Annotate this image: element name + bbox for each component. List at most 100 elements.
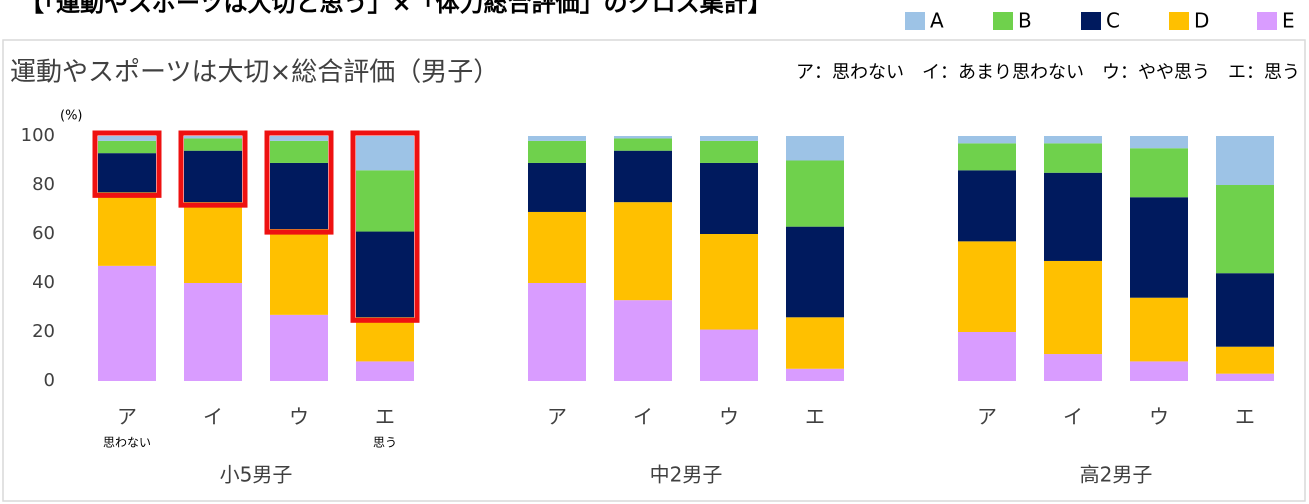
bar-segment	[700, 329, 758, 381]
highlight-box	[264, 130, 334, 235]
bar-segment	[270, 229, 328, 315]
highlight-box	[350, 130, 420, 323]
bar-segment	[270, 136, 328, 141]
x-tick-label: ア	[117, 405, 137, 429]
y-tick-label: 60	[32, 223, 55, 244]
bar-segment	[700, 140, 758, 163]
bar-segment	[1130, 297, 1188, 362]
bar-segment	[270, 314, 328, 381]
x-tick-label: ウ	[1149, 405, 1169, 429]
x-tick-label: ウ	[719, 405, 739, 429]
x-tick-note: 思わない	[103, 436, 151, 450]
bar-segment	[786, 160, 844, 227]
bar-segment	[528, 136, 586, 141]
bar-segment	[1044, 172, 1102, 261]
bar-segment	[184, 150, 242, 203]
y-tick-label: 40	[32, 272, 55, 293]
bar-segment	[700, 162, 758, 234]
y-tick-label: 20	[32, 321, 55, 342]
legend-swatch	[993, 12, 1013, 30]
bar-segment	[786, 226, 844, 318]
y-tick-label: 80	[32, 174, 55, 195]
bar-segment	[1216, 273, 1274, 347]
bar-segment	[1130, 148, 1188, 198]
bar-segment	[1216, 346, 1274, 374]
x-tick-label: エ	[375, 405, 395, 429]
legend-label: A	[930, 9, 944, 33]
y-tick-label: 0	[44, 370, 55, 391]
bar-segment	[786, 368, 844, 381]
group-label: 高2男子	[1080, 463, 1153, 487]
legend-label: B	[1018, 9, 1032, 33]
bar-segment	[1216, 185, 1274, 274]
x-tick-label: ア	[977, 405, 997, 429]
bar-segment	[98, 153, 156, 193]
bar-segment	[614, 202, 672, 301]
bar-segment	[614, 150, 672, 203]
x-tick-label: ア	[547, 405, 567, 429]
bar-segment	[614, 300, 672, 381]
bar-segment	[528, 140, 586, 163]
bar-segment	[270, 140, 328, 163]
bar-segment	[98, 136, 156, 141]
group-label: 中2男子	[650, 463, 723, 487]
bar-segment	[528, 211, 586, 283]
bar-segment	[1044, 143, 1102, 173]
x-tick-label: イ	[633, 405, 653, 429]
x-tick-label: エ	[1235, 405, 1255, 429]
bar-segment	[270, 162, 328, 230]
x-tick-label: ウ	[289, 405, 309, 429]
bar-segment	[356, 361, 414, 381]
page-header: 【「運動やスポーツは大切と思う」×「体力総合評価」のクロス集計】	[20, 0, 772, 17]
bar-segment	[356, 136, 414, 171]
bar-segment	[1216, 136, 1274, 185]
bar-segment	[184, 283, 242, 381]
bar-segment	[1130, 197, 1188, 298]
bar-segment	[98, 140, 156, 154]
x-tick-label: イ	[203, 405, 223, 429]
x-tick-note: 思う	[373, 436, 397, 450]
highlight-box	[92, 130, 162, 198]
bar-segment	[528, 283, 586, 381]
bar-segment	[786, 136, 844, 161]
legend-label: C	[1106, 9, 1120, 33]
bar-segment	[356, 317, 414, 362]
bar-segment	[528, 162, 586, 212]
bar-segment	[184, 138, 242, 151]
bar-segment	[184, 202, 242, 283]
bar-segment	[786, 317, 844, 369]
bar-segment	[958, 332, 1016, 381]
legend-swatch	[1081, 12, 1101, 30]
group-label: 小5男子	[220, 463, 293, 487]
legend-label: E	[1282, 9, 1295, 33]
bar-segment	[614, 136, 672, 139]
bar-segment	[356, 231, 414, 318]
legend-swatch	[1257, 12, 1277, 30]
chart-title: 運動やスポーツは大切×総合評価（男子）	[10, 58, 499, 88]
bar-segment	[700, 136, 758, 141]
bar-segment	[98, 265, 156, 381]
bar-segment	[700, 234, 758, 330]
bar-segment	[184, 136, 242, 139]
x-tick-label: エ	[805, 405, 825, 429]
bar-segment	[958, 170, 1016, 242]
bar-segment	[356, 170, 414, 232]
bar-segment	[1130, 361, 1188, 381]
bar-segment	[1044, 354, 1102, 381]
bar-segment	[1044, 136, 1102, 144]
bar-segment	[1044, 260, 1102, 355]
annotation: ア：思わない イ：あまり思わない ウ：やや思う エ：思う	[796, 62, 1300, 83]
chart-frame	[2, 39, 1306, 502]
bar-segment	[1130, 136, 1188, 149]
legend-swatch	[905, 12, 925, 30]
bar-segment	[958, 143, 1016, 171]
bar-segment	[1216, 373, 1274, 381]
x-tick-label: イ	[1063, 405, 1083, 429]
highlight-box	[178, 130, 248, 208]
y-unit: (%)	[60, 109, 83, 124]
legend-label: D	[1194, 9, 1209, 33]
y-tick-label: 100	[21, 125, 55, 146]
bar-segment	[958, 136, 1016, 144]
bar-segment	[614, 138, 672, 151]
